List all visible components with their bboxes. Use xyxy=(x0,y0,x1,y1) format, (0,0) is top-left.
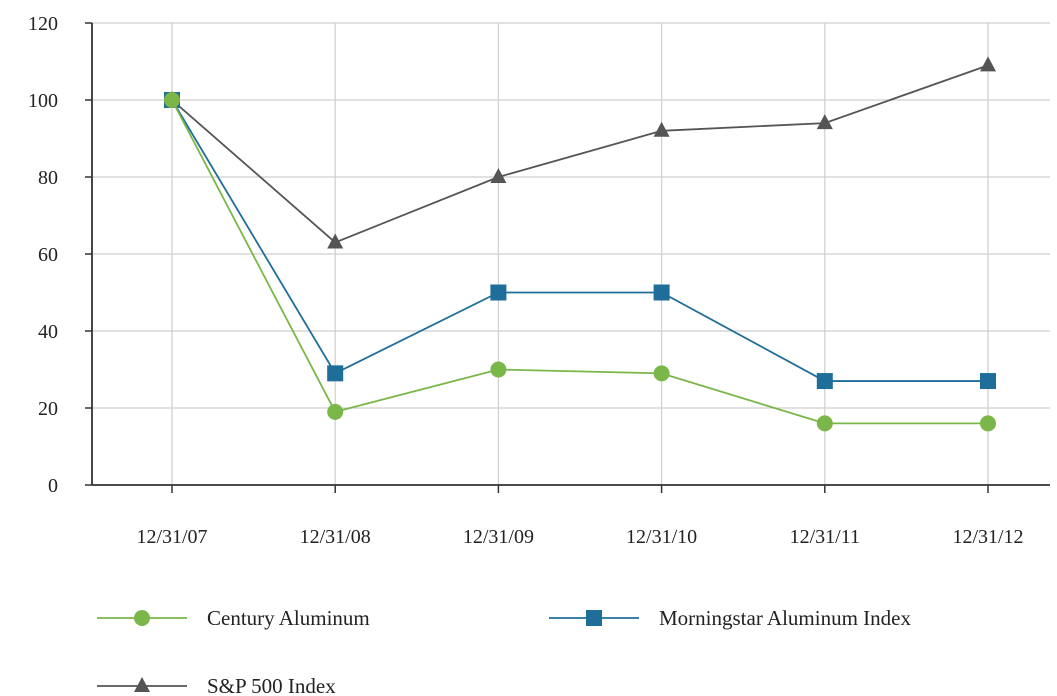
y-tick-label: 120 xyxy=(28,13,58,35)
series-line xyxy=(171,99,988,382)
series-line xyxy=(171,64,989,244)
data-point xyxy=(327,233,344,249)
legend-item: S&P 500 Index xyxy=(97,674,336,696)
y-tick-label: 0 xyxy=(48,475,58,497)
grid xyxy=(92,22,1050,485)
legend-item: Century Aluminum xyxy=(97,606,370,630)
legend-marker xyxy=(134,677,150,692)
y-tick-label: 40 xyxy=(38,321,58,343)
data-point xyxy=(653,284,670,301)
data-point xyxy=(980,56,996,72)
series-morningstar-aluminum-index xyxy=(164,92,996,390)
data-point xyxy=(164,92,180,108)
legend-label: Morningstar Aluminum Index xyxy=(659,606,911,630)
axes xyxy=(85,22,1050,493)
x-tick-label: 12/31/12 xyxy=(952,526,1023,548)
data-point xyxy=(327,403,344,420)
legend: Century Aluminum Morningstar Aluminum Ind… xyxy=(97,606,911,696)
legend-marker xyxy=(134,610,150,626)
data-point xyxy=(490,361,507,378)
data-point xyxy=(653,121,670,137)
data-point xyxy=(816,415,833,432)
series-century-aluminum xyxy=(164,92,996,432)
series-line xyxy=(171,99,988,425)
data-point xyxy=(653,365,670,382)
legend-label: S&P 500 Index xyxy=(207,674,336,696)
series-s-p-500-index xyxy=(164,56,996,249)
legend-label: Century Aluminum xyxy=(207,606,370,630)
x-tick-label: 12/31/07 xyxy=(136,526,207,548)
y-tick-label: 20 xyxy=(38,398,58,420)
x-tick-label: 12/31/09 xyxy=(463,526,534,548)
data-point xyxy=(490,168,507,183)
legend-marker xyxy=(586,610,602,626)
y-tick-label: 80 xyxy=(38,167,58,189)
tick-labels: 0 20 40 60 80 100 120 12/31/07 12/31/08 12/31/09 1… xyxy=(28,13,1024,548)
data-point xyxy=(980,373,996,390)
x-tick-label: 12/31/10 xyxy=(626,526,697,548)
x-tick-label: 12/31/08 xyxy=(300,526,371,548)
data-point xyxy=(327,365,344,382)
y-tick-label: 100 xyxy=(28,90,58,112)
data-point xyxy=(980,415,996,432)
data-point xyxy=(490,284,507,301)
data-point xyxy=(816,114,833,130)
x-tick-label: 12/31/11 xyxy=(790,526,860,548)
y-tick-label: 60 xyxy=(38,244,58,266)
data-point xyxy=(816,373,833,390)
legend-item: Morningstar Aluminum Index xyxy=(549,606,911,630)
series xyxy=(164,56,996,432)
